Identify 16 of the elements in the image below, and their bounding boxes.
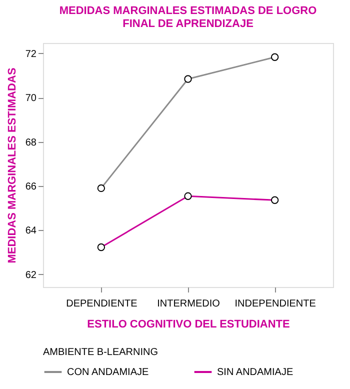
y-tick-label: 72 [25,48,37,60]
x-tick-label: INDEPENDIENTE [234,298,316,310]
x-tick-label: DEPENDIENTE [66,298,138,310]
y-tick-label: 64 [25,226,37,237]
legend-title: AMBIENTE B-LEARNING [43,347,158,358]
legend-label: SIN ANDAMIAJE [217,367,294,378]
y-tick-label: 62 [25,270,37,281]
text: FINAL DE APRENDIZAJE [122,18,254,30]
legend-label: CON ANDAMIAJE [67,367,150,378]
y-tick-label: 66 [25,181,37,192]
x-tick-label: INTERMEDIO [157,298,220,310]
y-tick-label: 68 [25,137,37,148]
y-axis-title: MEDIDAS MARGINALES ESTIMADAS [6,68,18,264]
text: MEDIDAS MARGINALES ESTIMADAS DE LOGRO [59,5,317,17]
y-tick-label: 70 [25,93,37,104]
x-axis-title: ESTILO COGNITIVO DEL ESTUDIANTE [87,318,290,330]
